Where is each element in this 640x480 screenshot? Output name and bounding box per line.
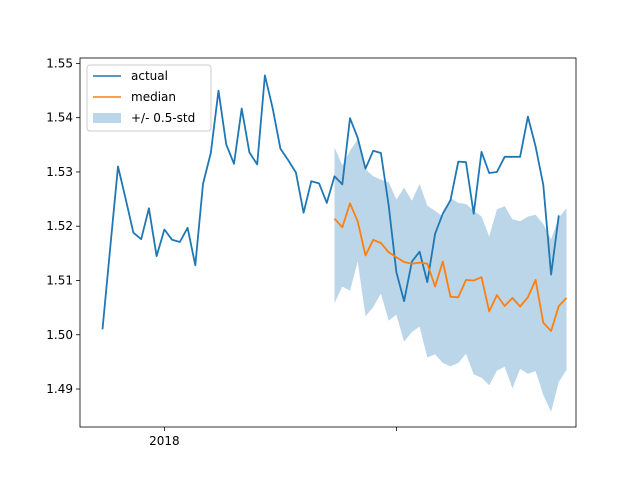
plot-frame: [79, 57, 577, 428]
y-tick-label: 1.52: [46, 219, 73, 233]
y-tick-label: 1.55: [46, 56, 73, 70]
band-layer: [334, 139, 567, 412]
series-layer: [101, 74, 568, 332]
legend-actual-label: actual: [131, 69, 168, 83]
x-axis: 2018: [149, 427, 397, 448]
y-axis: 1.49 1.50 1.51 1.52 1.53 1.54 1.55: [46, 56, 80, 396]
band-area: [334, 139, 567, 412]
y-tick-label: 1.51: [46, 273, 73, 287]
y-tick-label: 1.50: [46, 328, 73, 342]
legend: actual median +/- 0.5-std: [86, 64, 212, 132]
legend-band-label: +/- 0.5-std: [131, 111, 195, 125]
x-tick-label: 2018: [149, 434, 180, 448]
series-line-actual: [101, 74, 560, 330]
y-tick-label: 1.54: [46, 111, 73, 125]
y-tick-label: 1.53: [46, 165, 73, 179]
legend-frame: [86, 64, 212, 132]
y-tick-label: 1.49: [46, 382, 73, 396]
legend-median-label: median: [131, 90, 176, 104]
series-line-median: [333, 202, 568, 332]
legend-band-swatch: [93, 113, 121, 123]
